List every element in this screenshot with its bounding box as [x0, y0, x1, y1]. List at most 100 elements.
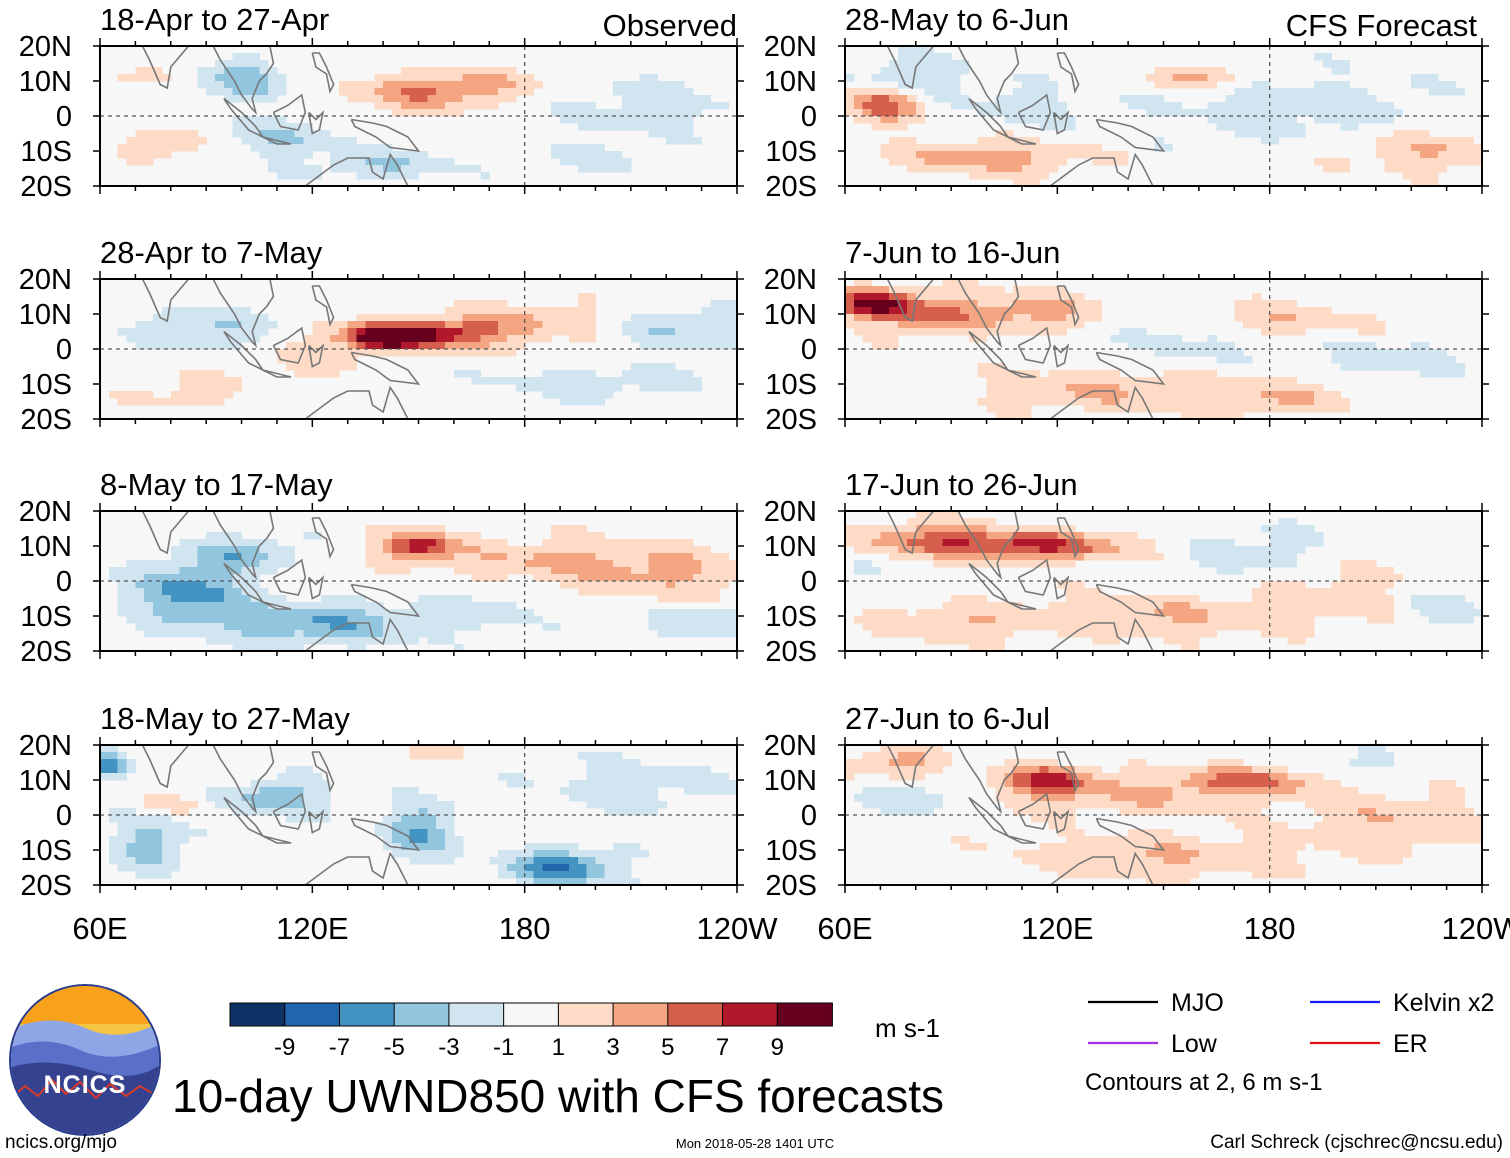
field-cell — [1110, 151, 1120, 159]
field-cell — [542, 623, 552, 631]
field-cell — [436, 88, 446, 96]
field-cell — [898, 759, 908, 767]
field-cell — [462, 567, 473, 575]
field-cell — [915, 553, 926, 561]
field-cell — [1234, 356, 1244, 364]
field-cell — [951, 553, 961, 561]
field-cell — [117, 574, 128, 582]
field-cell — [1464, 829, 1474, 837]
field-cell — [223, 67, 234, 75]
field-cell — [285, 560, 296, 568]
field-cell — [1198, 787, 1209, 795]
field-cell — [960, 630, 970, 638]
field-cell — [471, 532, 482, 540]
field-cell — [613, 850, 623, 858]
field-cell — [1225, 602, 1235, 610]
field-cell — [1075, 836, 1085, 844]
field-cell — [577, 532, 588, 540]
field-cell — [259, 609, 269, 617]
field-cell — [1384, 602, 1395, 610]
field-cell — [657, 801, 667, 809]
field-cell — [1313, 405, 1324, 413]
field-cell — [1004, 130, 1014, 138]
field-cell — [933, 511, 943, 519]
field-cell — [595, 567, 605, 575]
field-cell — [968, 300, 979, 308]
field-cell — [1110, 539, 1120, 547]
field-cell — [986, 102, 997, 110]
field-cell — [1428, 794, 1439, 802]
field-cell — [933, 794, 943, 802]
field-cell — [1039, 532, 1050, 540]
field-cell — [409, 850, 420, 858]
field-cell — [889, 314, 899, 322]
field-cell — [1331, 801, 1342, 809]
field-cell — [391, 525, 402, 533]
field-cell — [1101, 780, 1112, 788]
field-cell — [924, 518, 935, 526]
field-cell — [1048, 144, 1058, 152]
field-cell — [1145, 801, 1156, 809]
field-cell — [1313, 801, 1324, 809]
field-cell — [871, 314, 881, 322]
field-cell — [915, 808, 926, 816]
field-cell — [595, 158, 605, 166]
field-cell — [862, 623, 873, 631]
field-cell — [1030, 307, 1041, 315]
field-cell — [942, 74, 952, 82]
field-cell — [453, 539, 464, 547]
field-cell — [1013, 158, 1023, 166]
field-cell — [232, 342, 243, 350]
field-cell — [498, 377, 508, 385]
field-cell — [986, 766, 997, 774]
field-cell — [1021, 616, 1032, 624]
field-cell — [1375, 801, 1386, 809]
field-cell — [170, 822, 181, 830]
field-cell — [560, 144, 570, 152]
field-cell — [1384, 356, 1395, 364]
field-cell — [1366, 95, 1377, 103]
field-cell — [321, 130, 331, 138]
field-cell — [144, 864, 154, 872]
field-cell — [1340, 116, 1350, 124]
coast-java — [262, 601, 292, 610]
field-cell — [1154, 67, 1165, 75]
field-cell — [294, 623, 305, 631]
field-cell — [1349, 759, 1359, 767]
field-cell — [1181, 780, 1191, 788]
field-cell — [728, 314, 738, 322]
footer-url[interactable]: ncics.org/mjo — [5, 1132, 117, 1153]
field-cell — [206, 595, 216, 603]
field-cell — [347, 165, 358, 173]
field-cell — [418, 349, 428, 357]
field-cell — [506, 342, 517, 350]
field-cell — [880, 109, 890, 117]
field-cell — [153, 321, 163, 329]
field-cell — [1340, 165, 1350, 173]
field-cell — [889, 102, 899, 110]
field-cell — [675, 335, 685, 343]
field-cell — [215, 801, 225, 809]
field-cell — [577, 151, 588, 159]
field-cell — [1207, 780, 1218, 788]
field-cell — [480, 102, 490, 110]
field-cell — [1358, 314, 1368, 322]
field-cell — [170, 623, 181, 631]
coast-borneo — [1017, 792, 1052, 830]
field-cell — [577, 321, 588, 329]
field-cell — [692, 137, 703, 145]
field-cell — [1075, 871, 1085, 879]
field-cell — [1260, 123, 1271, 131]
field-cell — [1154, 836, 1165, 844]
field-cell — [1083, 602, 1094, 610]
field-cell — [524, 864, 535, 872]
field-cell — [1110, 405, 1120, 413]
field-cell — [995, 328, 1005, 336]
field-cell — [898, 609, 908, 617]
field-cell — [232, 67, 243, 75]
field-cell — [604, 588, 614, 596]
field-cell — [1145, 808, 1156, 816]
field-cell — [1021, 81, 1032, 89]
field-cell — [117, 864, 128, 872]
ncics-logo[interactable]: NCICS — [9, 984, 161, 1136]
